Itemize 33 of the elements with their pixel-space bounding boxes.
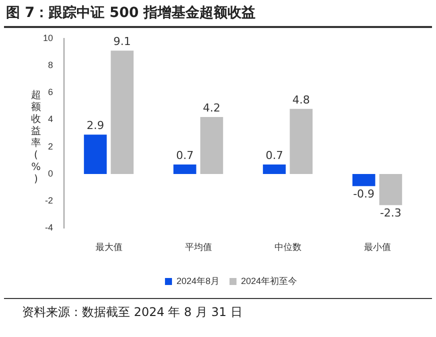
bar bbox=[262, 164, 286, 174]
y-axis-title: 超额收益率(%) bbox=[30, 90, 42, 186]
bar bbox=[173, 164, 196, 174]
bar bbox=[84, 134, 107, 174]
data-label: 0.7 bbox=[176, 148, 194, 162]
data-label: 0.7 bbox=[266, 148, 284, 162]
y-tick-label: 0 bbox=[48, 168, 54, 178]
bar bbox=[352, 174, 376, 186]
y-tick-label: 10 bbox=[42, 32, 54, 43]
text: 资料来源：数据截至 2024 年 8 月 31 日 bbox=[22, 304, 242, 321]
x-tick-label: 平均值 bbox=[184, 242, 212, 252]
y-tick-label: -4 bbox=[44, 222, 54, 233]
x-tick-label: 最小值 bbox=[364, 242, 391, 252]
bar bbox=[110, 50, 134, 174]
data-label: 4.2 bbox=[202, 101, 220, 114]
bar bbox=[379, 174, 402, 206]
data-label: -2.3 bbox=[380, 206, 402, 220]
legend-label: 2024年8月 bbox=[176, 276, 220, 286]
legend-label: 2024年初至今 bbox=[241, 276, 298, 286]
x-tick-label: 中位数 bbox=[274, 242, 302, 252]
y-tick-label: -2 bbox=[44, 196, 54, 206]
bar bbox=[200, 117, 224, 174]
data-label: 9.1 bbox=[113, 34, 131, 48]
y-tick-label: 2 bbox=[48, 141, 54, 152]
data-label: 2.9 bbox=[86, 119, 104, 132]
x-tick-label: 最大值 bbox=[95, 242, 122, 252]
y-tick-label: 4 bbox=[48, 114, 54, 124]
y-tick-label: 8 bbox=[48, 60, 54, 70]
chart-title: 图 7：跟踪中证 500 指增基金超额收益 bbox=[6, 4, 256, 22]
y-tick-label: 6 bbox=[48, 87, 54, 98]
bar bbox=[290, 108, 313, 174]
data-label: 4.8 bbox=[292, 93, 310, 106]
data-label: -0.9 bbox=[353, 188, 375, 201]
